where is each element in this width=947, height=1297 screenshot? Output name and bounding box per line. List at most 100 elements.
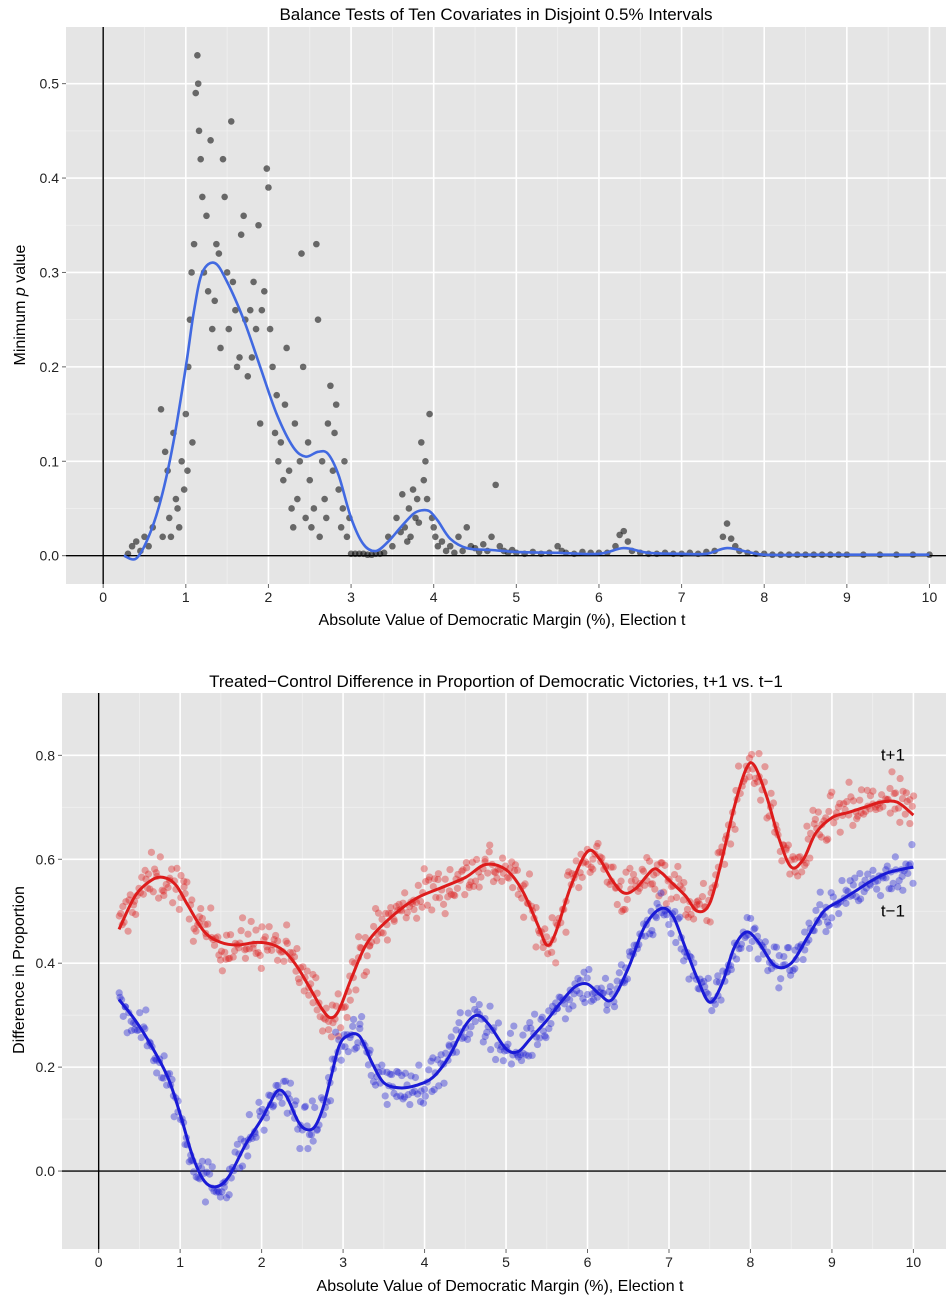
data-point-t-plus-1 (231, 947, 239, 955)
data-point-t-plus-1 (261, 933, 269, 941)
data-point (451, 549, 458, 557)
data-point-t-plus-1 (432, 893, 440, 902)
data-point-t-minus-1 (414, 1090, 422, 1098)
data-point-t-minus-1 (192, 1173, 200, 1181)
data-point-t-minus-1 (789, 966, 797, 975)
data-point-t-minus-1 (408, 1088, 417, 1097)
data-point-t-plus-1 (162, 880, 170, 888)
data-point-t-minus-1 (727, 965, 735, 974)
data-point-t-minus-1 (829, 893, 837, 901)
data-point-t-plus-1 (809, 806, 817, 814)
data-point-t-minus-1 (885, 885, 893, 893)
data-point-t-plus-1 (794, 853, 802, 862)
data-point-t-minus-1 (170, 1113, 178, 1121)
data-point (335, 486, 342, 493)
data-point-t-plus-1 (414, 881, 422, 890)
data-point-t-plus-1 (825, 807, 833, 816)
data-point-t-minus-1 (415, 1061, 423, 1069)
data-point-t-plus-1 (210, 941, 219, 949)
data-point-t-plus-1 (836, 799, 844, 808)
data-point-t-minus-1 (514, 1053, 522, 1061)
data-point-t-minus-1 (326, 1097, 335, 1105)
x-tick-label: 7 (665, 1254, 673, 1270)
data-point-t-minus-1 (308, 1097, 316, 1105)
data-point-t-plus-1 (467, 878, 475, 886)
data-point (172, 495, 180, 503)
data-point-t-minus-1 (754, 955, 762, 963)
data-point-t-plus-1 (896, 774, 904, 783)
data-point-t-plus-1 (425, 876, 433, 884)
data-point-t-plus-1 (305, 991, 313, 999)
data-point (281, 401, 289, 408)
data-point (403, 538, 411, 545)
data-point-t-plus-1 (703, 916, 711, 925)
data-point (291, 420, 299, 427)
data-point-t-minus-1 (883, 862, 891, 870)
chart-top-x-axis-label: Absolute Value of Democratic Margin (%),… (319, 612, 687, 629)
data-point (289, 524, 297, 531)
data-point (244, 373, 252, 380)
data-point (496, 542, 504, 550)
data-point-t-plus-1 (160, 887, 168, 895)
data-point-t-minus-1 (305, 1131, 314, 1139)
data-point-t-minus-1 (528, 1051, 536, 1060)
data-point (409, 486, 417, 493)
data-point (302, 514, 309, 522)
data-point-t-minus-1 (805, 919, 813, 927)
data-point-t-plus-1 (274, 937, 282, 945)
data-point-t-minus-1 (304, 1144, 312, 1153)
data-point-t-plus-1 (454, 870, 462, 879)
data-point (455, 533, 462, 541)
data-point (252, 325, 260, 333)
data-point-t-minus-1 (445, 1042, 454, 1050)
data-point-t-minus-1 (274, 1081, 282, 1090)
data-point (258, 306, 266, 314)
data-point-t-plus-1 (606, 880, 614, 889)
data-point-t-plus-1 (860, 810, 868, 818)
data-point-t-minus-1 (272, 1081, 280, 1090)
data-point-t-plus-1 (378, 915, 386, 923)
data-point (488, 533, 495, 541)
data-point-t-plus-1 (658, 859, 666, 867)
data-point-t-plus-1 (751, 774, 760, 782)
data-point-t-plus-1 (845, 778, 853, 786)
data-point (128, 542, 136, 550)
data-point-t-plus-1 (216, 956, 225, 964)
data-point-t-plus-1 (532, 943, 540, 951)
data-point (438, 538, 446, 545)
x-tick-label: 5 (512, 589, 520, 605)
data-point-t-plus-1 (655, 892, 663, 900)
data-point-t-plus-1 (413, 914, 421, 922)
data-point-t-minus-1 (300, 1103, 309, 1111)
data-point-t-plus-1 (226, 931, 235, 939)
data-point (332, 401, 340, 408)
data-point-t-minus-1 (665, 920, 673, 929)
data-point-t-plus-1 (899, 787, 907, 795)
data-point-t-minus-1 (545, 1007, 553, 1015)
data-point-t-plus-1 (381, 909, 390, 918)
data-point-t-plus-1 (689, 915, 698, 923)
data-point-t-plus-1 (207, 904, 215, 912)
data-point-t-minus-1 (851, 874, 859, 882)
data-point-t-plus-1 (486, 841, 494, 849)
data-point-t-minus-1 (902, 860, 910, 868)
data-point-t-minus-1 (741, 933, 749, 942)
data-point-t-plus-1 (857, 786, 866, 794)
data-point-t-plus-1 (465, 881, 473, 889)
y-tick-label: 0.1 (40, 453, 60, 469)
data-point-t-minus-1 (909, 879, 917, 887)
data-point (157, 406, 165, 413)
data-point-t-minus-1 (204, 1158, 212, 1166)
data-point (314, 316, 322, 323)
data-point (420, 476, 428, 484)
data-point-t-minus-1 (369, 1078, 378, 1086)
data-point-t-minus-1 (770, 943, 778, 951)
data-point-t-minus-1 (898, 872, 906, 880)
data-point-t-minus-1 (203, 1168, 211, 1176)
data-point-t-minus-1 (745, 944, 754, 953)
data-point-t-minus-1 (525, 1052, 533, 1060)
data-point-t-minus-1 (452, 1048, 461, 1056)
data-point-t-plus-1 (144, 870, 153, 878)
data-point-t-minus-1 (747, 914, 755, 923)
data-point-t-minus-1 (256, 1107, 264, 1116)
